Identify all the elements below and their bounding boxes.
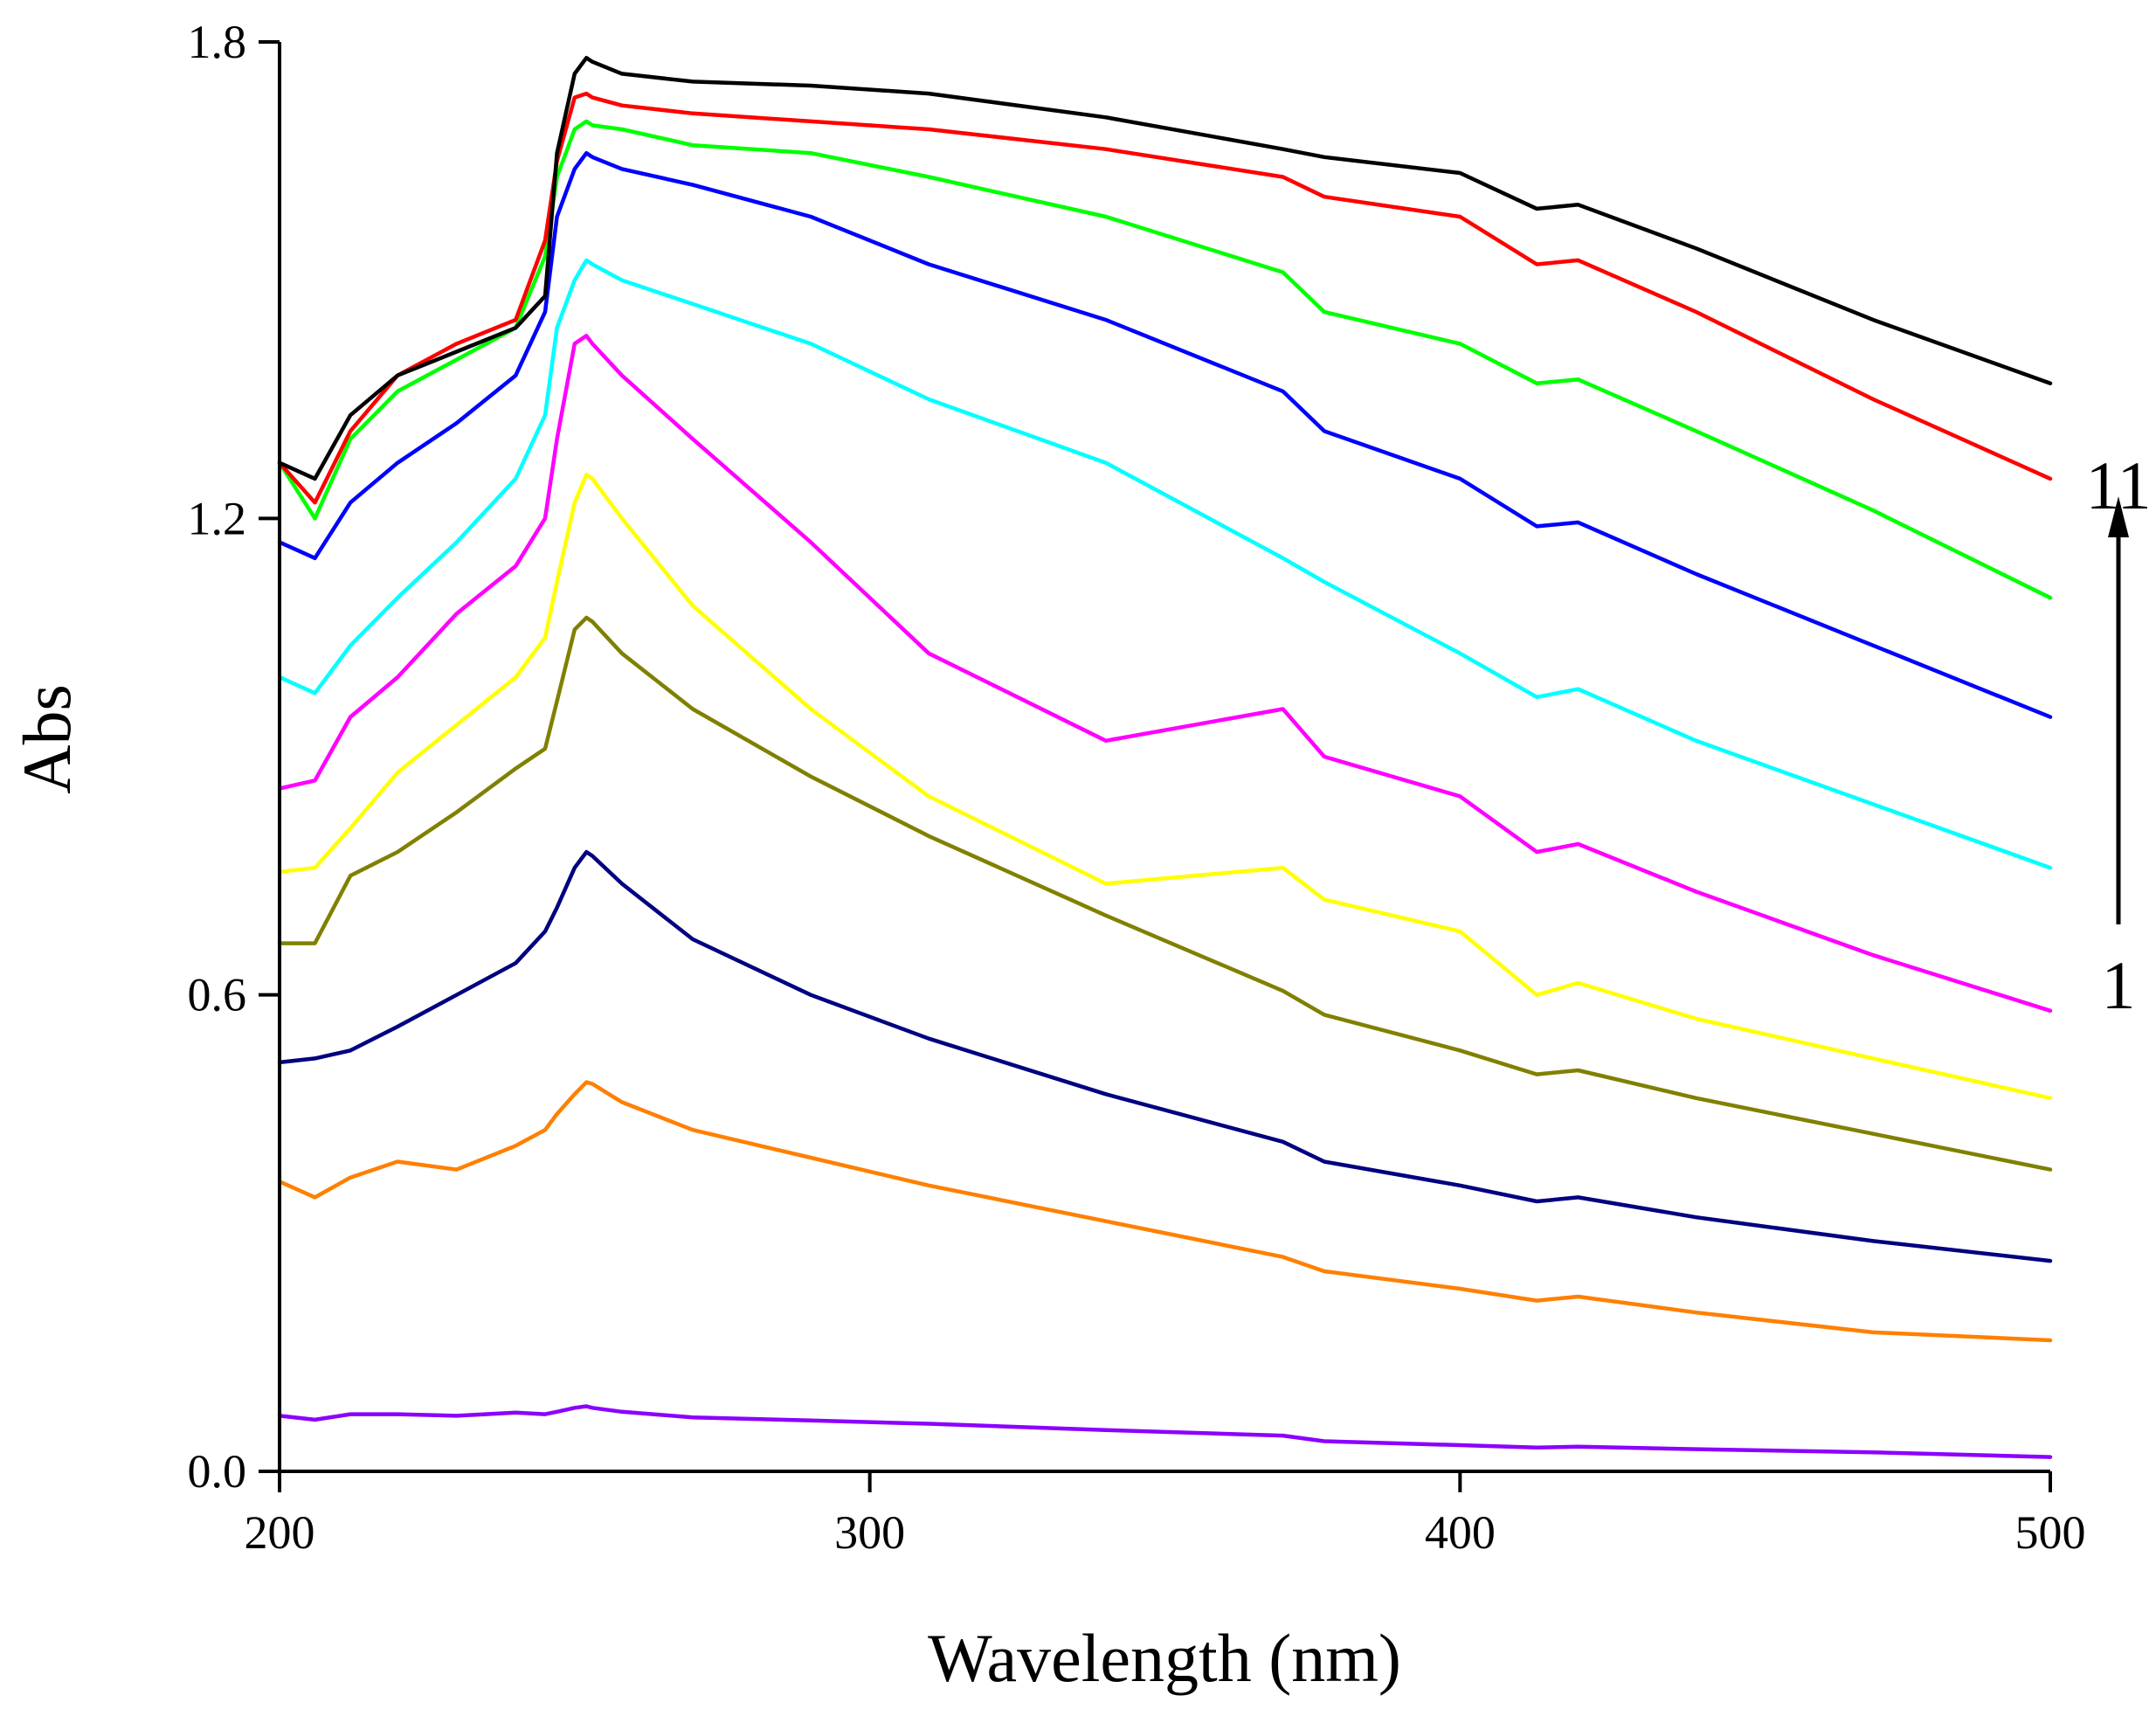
y-tick-label: 1.2 (188, 492, 247, 544)
increase-arrow-icon (2108, 496, 2129, 537)
x-ticks: 200 300 400 500 (245, 1471, 2086, 1559)
y-ticks: 0.0 0.6 1.2 1.8 (188, 16, 280, 1498)
y-tick-label: 0.6 (188, 969, 247, 1021)
x-tick-label: 500 (2015, 1506, 2086, 1559)
series-line-6 (277, 334, 2053, 1014)
y-tick-label: 1.8 (188, 16, 247, 68)
y-axis-title: Abs (9, 684, 85, 794)
series-line-7 (277, 258, 2053, 870)
series-line-8 (277, 150, 2053, 719)
x-tick-label: 300 (834, 1506, 905, 1559)
x-tick-label: 200 (245, 1506, 315, 1559)
series-line-11 (277, 55, 2053, 481)
series-line-9 (277, 119, 2053, 600)
y-tick-label: 0.0 (188, 1445, 247, 1498)
trend-annotation: 11 1 (2085, 447, 2151, 1023)
series-line-3 (277, 849, 2053, 1263)
x-axis-title: Wavelength (nm) (928, 1620, 1401, 1696)
series-line-1 (277, 1404, 2053, 1459)
series-line-2 (277, 1080, 2053, 1343)
label-bottom-curve: 1 (2102, 947, 2136, 1023)
series-line-4 (277, 615, 2053, 1172)
series-line-5 (277, 473, 2053, 1101)
series-line-10 (277, 91, 2053, 505)
axes (278, 42, 2050, 1473)
series-layer (277, 55, 2053, 1459)
x-tick-label: 400 (1425, 1506, 1496, 1559)
